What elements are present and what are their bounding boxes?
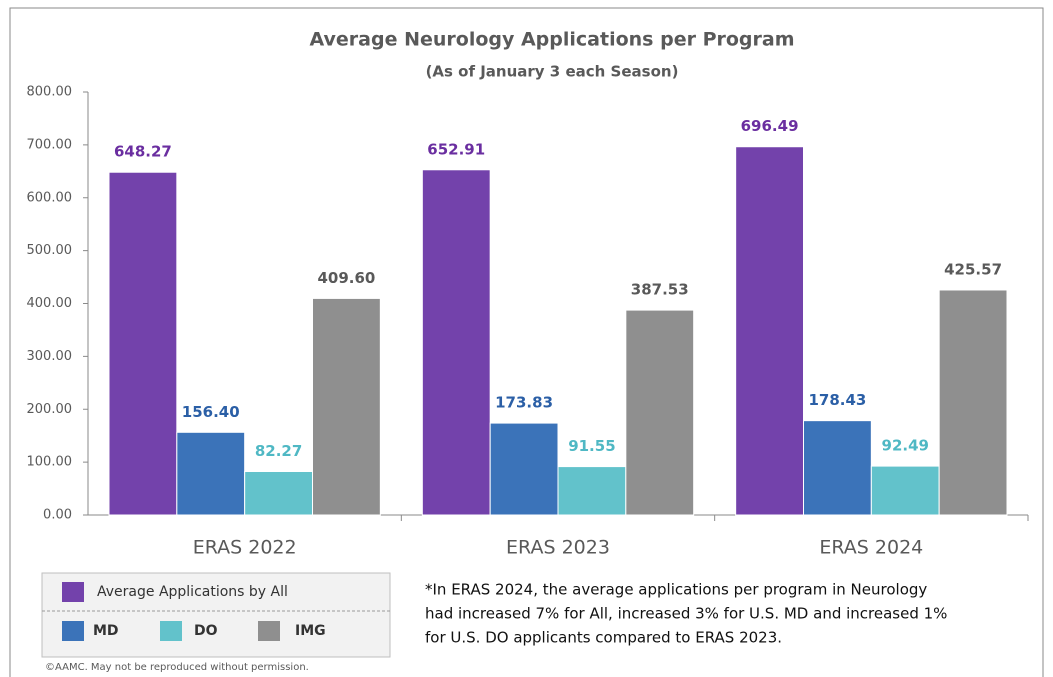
chart-subtitle: (As of January 3 each Season) [426, 63, 679, 81]
bar [421, 169, 491, 516]
y-tick-label: 0.00 [43, 508, 72, 523]
bar [489, 422, 559, 516]
legend-label: IMG [295, 623, 326, 639]
bar [870, 465, 940, 516]
data-label: 409.60 [317, 269, 375, 287]
chart-title: Average Neurology Applications per Progr… [309, 29, 794, 51]
data-label: 696.49 [741, 117, 799, 135]
y-tick-label: 800.00 [27, 85, 73, 100]
y-tick-label: 200.00 [27, 402, 73, 417]
y-tick-label: 700.00 [27, 137, 73, 152]
data-label: 91.55 [568, 437, 615, 455]
bar [803, 420, 872, 516]
bar [625, 309, 695, 516]
legend-swatch [160, 621, 182, 641]
y-tick-label: 500.00 [27, 243, 73, 258]
y-tick-label: 600.00 [27, 190, 73, 205]
bar [557, 466, 627, 516]
x-tick-label: ERAS 2024 [819, 537, 923, 559]
x-tick-label: ERAS 2022 [193, 537, 297, 559]
copyright: ©AAMC. May not be reproduced without per… [45, 662, 309, 673]
data-label: 425.57 [944, 260, 1002, 278]
legend-swatch [62, 582, 84, 602]
footnote-line: *In ERAS 2024, the average applications … [425, 581, 927, 599]
bar [735, 146, 805, 516]
bar [108, 171, 178, 516]
bar [244, 470, 314, 516]
data-label: 648.27 [114, 143, 172, 161]
data-label: 178.43 [808, 391, 866, 409]
y-tick-label: 100.00 [27, 455, 73, 470]
data-label: 173.83 [495, 394, 553, 412]
legend-label: MD [93, 623, 119, 639]
data-label: 156.40 [182, 403, 240, 421]
y-tick-label: 400.00 [27, 296, 73, 311]
footnote-line: for U.S. DO applicants compared to ERAS … [425, 629, 782, 647]
chart-border [9, 7, 1044, 677]
legend-swatch [258, 621, 280, 641]
data-label: 652.91 [427, 140, 485, 158]
data-label: 387.53 [631, 281, 689, 299]
legend-box [41, 572, 391, 658]
bar [938, 289, 1008, 516]
legend-label: DO [194, 623, 218, 639]
x-tick-label: ERAS 2023 [506, 537, 610, 559]
data-label: 92.49 [882, 437, 929, 455]
legend-label: Average Applications by All [97, 584, 288, 600]
data-label: 82.27 [255, 442, 302, 460]
bar [176, 431, 246, 516]
footnote-line: had increased 7% for All, increased 3% f… [425, 605, 947, 623]
bar [312, 297, 381, 516]
y-tick-label: 300.00 [27, 349, 73, 364]
legend-swatch [62, 621, 84, 641]
